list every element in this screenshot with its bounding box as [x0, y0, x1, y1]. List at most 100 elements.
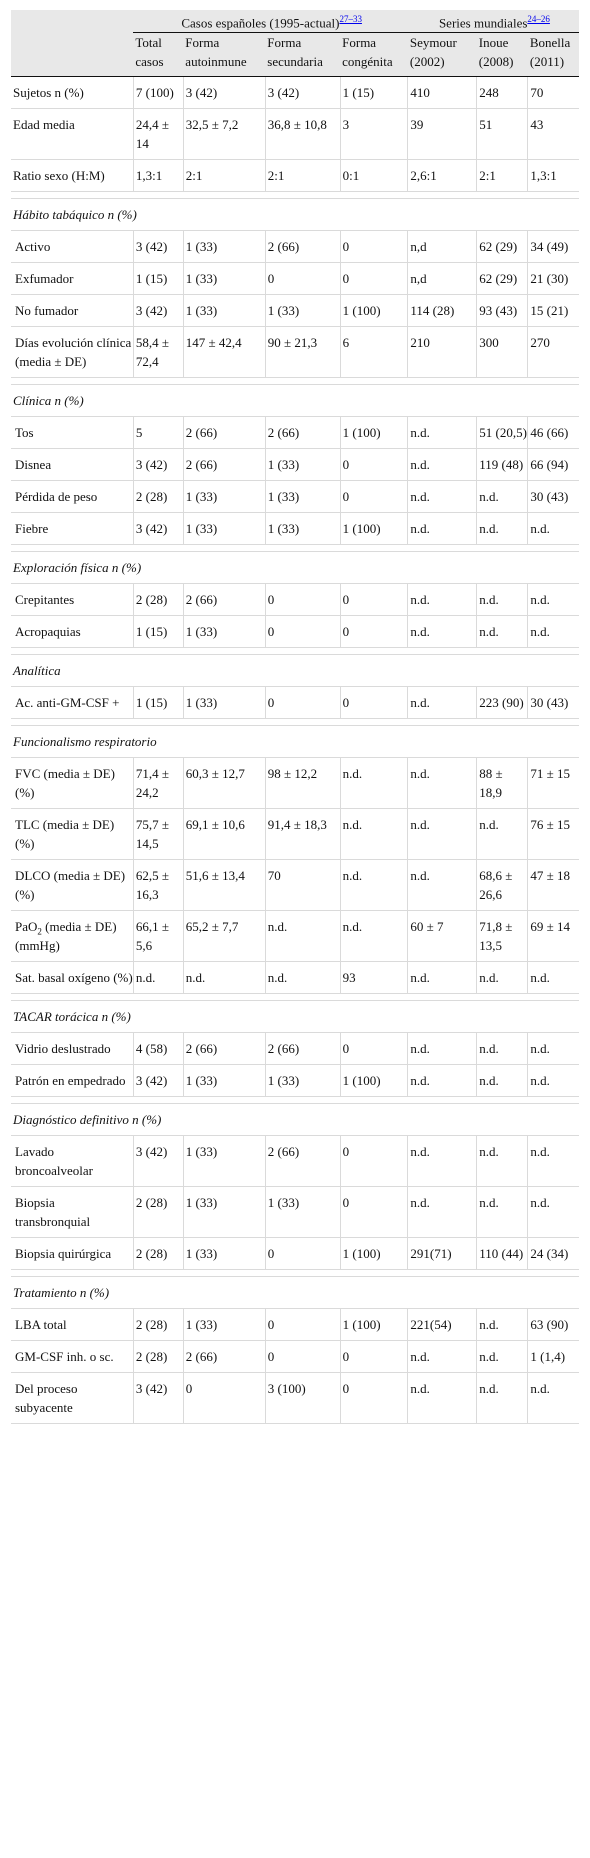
table-cell: 71,8 ± 13,5 — [476, 910, 528, 963]
spacer-cell — [11, 993, 579, 1002]
table-cell: 2 (66) — [264, 416, 341, 450]
header-group-spanish: Casos españoles (1995-actual)27–33 — [133, 10, 408, 34]
table-cell: 0 — [264, 583, 341, 617]
row-label: Acropaquias — [11, 615, 134, 649]
table-cell: 75,7 ± 14,5 — [132, 808, 184, 861]
table-cell: 1 (33) — [264, 1064, 341, 1098]
table-cell: 114 (28) — [407, 294, 477, 328]
table-cell: 210 — [407, 326, 477, 379]
table-cell: 0 — [339, 262, 408, 296]
table-cell: 0 — [339, 1372, 408, 1425]
table-cell: 34 (49) — [527, 230, 579, 264]
table-cell: 248 — [476, 76, 528, 110]
row-label: Vidrio deslustrado — [11, 1032, 134, 1066]
table-cell: n.d. — [407, 808, 477, 861]
table-row: Ac. anti-GM-CSF +1 (15) 1 (33) 0 0 n.d. 223 (… — [11, 686, 579, 720]
table-cell: 0 — [264, 262, 341, 296]
table-cell: n.d. — [407, 416, 477, 450]
row-label: Patrón en empedrado — [11, 1064, 134, 1098]
header-column-blank — [11, 32, 134, 78]
table-cell: 6 — [339, 326, 408, 379]
spacer-cell — [11, 544, 579, 553]
row-label: LBA total — [11, 1308, 134, 1342]
table-row: Disnea 3 (42) 2 (66) 1 (33) 0 n.d. 119 (48) 66 … — [11, 448, 579, 482]
table-cell: 223 (90) — [476, 686, 528, 720]
table-cell: 39 — [407, 108, 477, 161]
table-cell: n.d. — [407, 448, 477, 482]
section-spacer — [11, 718, 579, 727]
table-cell: 1 (33) — [264, 512, 341, 546]
table-cell: 3 — [339, 108, 408, 161]
table-cell: 76 ± 15 — [527, 808, 579, 861]
table-row: Tos 5 2 (66) 2 (66) 1 (100) n.d. 51 (20,5) 46 (… — [11, 416, 579, 450]
table-cell: 3 (42) — [264, 76, 341, 110]
table-cell: 24 (34) — [527, 1237, 579, 1271]
table-row: Exfumador 1 (15) 1 (33) 0 0 n,d 62 (29) 21 (30) — [11, 262, 579, 296]
header-group-spanish-ref-link[interactable]: 27–33 — [339, 14, 362, 24]
table-cell: 2 (28) — [132, 583, 184, 617]
table-cell: 1 (33) — [182, 480, 266, 514]
table-cell: 2:1 — [476, 159, 528, 193]
row-label: GM-CSF inh. o sc. — [11, 1340, 134, 1374]
header-columns-row: Total casos Forma autoinmune Forma secun… — [11, 32, 579, 78]
table-cell: n.d. — [339, 808, 408, 861]
section-spacer — [11, 377, 579, 386]
table-cell: n.d. — [407, 480, 477, 514]
table-cell: 93 — [339, 961, 408, 995]
table-cell: 65,2 ± 7,7 — [182, 910, 266, 963]
header-group-spanish-label: Casos españoles (1995-actual) — [181, 15, 340, 31]
table-cell: 0 — [339, 480, 408, 514]
table-cell: n.d. — [407, 512, 477, 546]
table-cell: 2 (28) — [132, 1308, 184, 1342]
table-row: GM-CSF inh. o sc. 2 (28) 2 (66) 0 0 n.d. n.d. 1… — [11, 1340, 579, 1374]
table-cell: n.d. — [264, 910, 341, 963]
table-row: Pérdida de peso 2 (28) 1 (33) 1 (33) 0 n.d. n.… — [11, 480, 579, 514]
row-label: Sujetos n (%) — [11, 76, 134, 110]
table-cell: 66,1 ± 5,6 — [132, 910, 184, 963]
table-cell: 1 (100) — [339, 294, 408, 328]
table-cell: 71,4 ± 24,2 — [132, 757, 184, 810]
table-cell: 0 — [339, 448, 408, 482]
row-label: Sat. basal oxígeno (%) — [11, 961, 134, 995]
header-group-world-ref-link[interactable]: 24–26 — [527, 14, 550, 24]
table-row: Patrón en empedrado 3 (42) 1 (33) 1 (33) 1 (… — [11, 1064, 579, 1098]
table-cell: 1 (33) — [264, 480, 341, 514]
table-cell: n.d. — [527, 512, 579, 546]
table-cell: 0 — [182, 1372, 266, 1425]
table-cell: n.d. — [527, 1372, 579, 1425]
table-cell: 2,6:1 — [407, 159, 477, 193]
row-label: Tos — [11, 416, 134, 450]
table-cell: 2 (28) — [132, 1237, 184, 1271]
table-row: Crepitantes 2 (28) 2 (66) 0 0 n.d. n.d. n.d. — [11, 583, 579, 617]
table-cell: 43 — [527, 108, 579, 161]
row-label-text: PaO — [15, 919, 38, 935]
table-cell: 32,5 ± 7,2 — [182, 108, 266, 161]
table-cell: 0 — [339, 615, 408, 649]
table-cell: 3 (100) — [264, 1372, 341, 1425]
table-cell: n.d. — [407, 1135, 477, 1188]
table-cell: 51 (20,5) — [476, 416, 528, 450]
table-cell: 270 — [527, 326, 579, 379]
table-cell: 2 (66) — [182, 448, 266, 482]
table-cell: 51 — [476, 108, 528, 161]
table-cell: 3 (42) — [132, 1064, 184, 1098]
table-cell: 1 (33) — [182, 1237, 266, 1271]
table-cell: 63 (90) — [527, 1308, 579, 1342]
section-spacer — [11, 544, 579, 553]
table-cell: n.d. — [476, 961, 528, 995]
table-cell: n.d. — [407, 859, 477, 912]
section-heading: Clínica n (%) — [11, 384, 579, 418]
table-row: Biopsia transbronquial 2 (28) 1 (33) 1 (33)… — [11, 1186, 579, 1239]
spacer-cell — [11, 718, 579, 727]
spacer-cell — [11, 191, 579, 200]
table-cell: 1 (33) — [182, 294, 266, 328]
table-cell: 7 (100) — [132, 76, 184, 110]
section-spacer — [11, 191, 579, 200]
table-row: No fumador 3 (42) 1 (33) 1 (33) 1 (100) 114 (… — [11, 294, 579, 328]
table-row: FVC (media ± DE) (%) 71,4 ± 24,2 60,3 ± 12… — [11, 757, 579, 810]
row-label: PaO2 (media ± DE) (mmHg) — [11, 910, 134, 963]
table-cell: 3 (42) — [132, 1372, 184, 1425]
table-cell: 300 — [476, 326, 528, 379]
table-cell: 36,8 ± 10,8 — [264, 108, 341, 161]
table-cell: n.d. — [476, 1372, 528, 1425]
